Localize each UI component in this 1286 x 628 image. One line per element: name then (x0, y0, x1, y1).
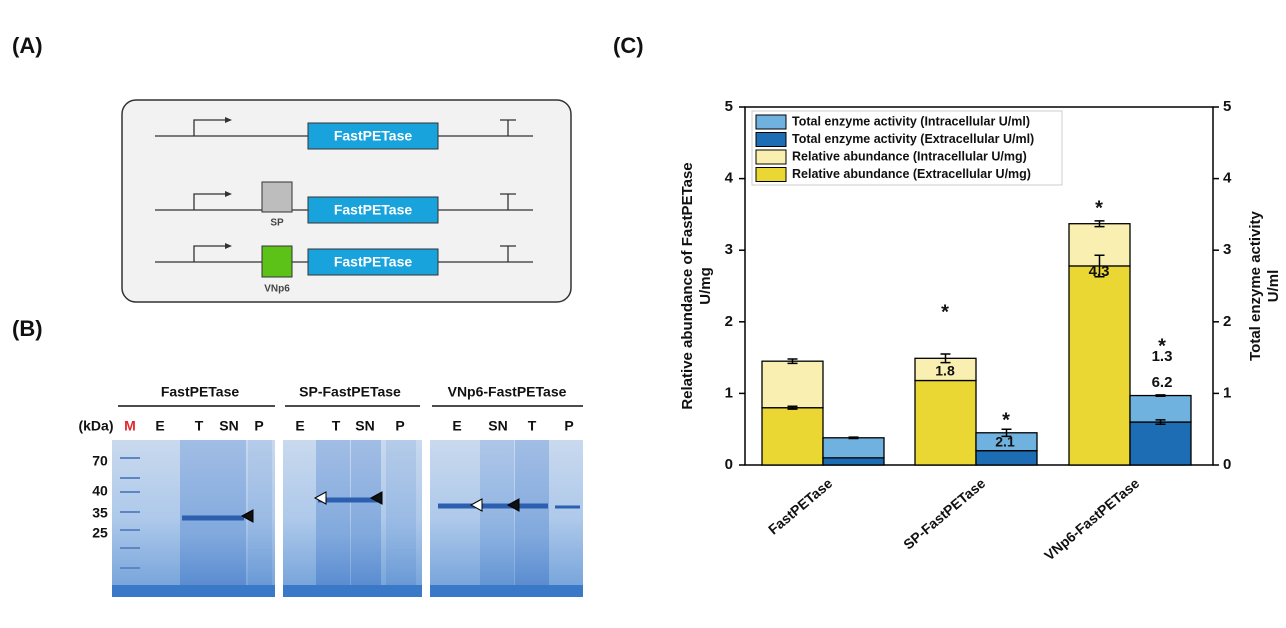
bar-segment (1129, 394, 1192, 423)
gel-title: VNp6-FastPETase (448, 384, 567, 400)
bar-segment (761, 360, 824, 409)
y-axis-label: U/mg (697, 267, 714, 305)
gene-box (307, 122, 439, 150)
annotation: 2.1 (995, 434, 1015, 450)
y2-tick-label: 1 (1223, 384, 1231, 401)
y-axis-label: Relative abundance of FastPETase (679, 162, 696, 409)
bar-segment (1129, 421, 1192, 466)
legend-label: Relative abundance (Extracellular U/mg) (792, 167, 1031, 181)
annotation: 1.8 (935, 363, 955, 379)
legend-swatch (755, 114, 787, 130)
error-bar (1155, 394, 1166, 398)
annotation: * (941, 301, 949, 323)
x-tick-label: VNp6-FastPETase (1041, 475, 1142, 564)
marker-label: 40 (92, 483, 108, 499)
error-bar (1094, 220, 1105, 228)
signal-box (261, 245, 293, 278)
annotation: 4.3 (1089, 263, 1110, 280)
bar-segment (1068, 265, 1131, 466)
gene-box (307, 248, 439, 276)
lane-label: E (295, 418, 304, 434)
legend-swatch (755, 132, 787, 147)
marker-label: 25 (92, 525, 108, 541)
panel-label: (B) (12, 316, 43, 341)
y-tick-label: 5 (725, 98, 733, 115)
marker-label: 35 (92, 505, 108, 521)
lane-label: T (195, 418, 204, 434)
signal-label: SP (270, 218, 284, 229)
legend-label: Total enzyme activity (Extracellular U/m… (792, 132, 1034, 146)
panel-label: (C) (613, 33, 644, 58)
lane-label: SN (488, 418, 507, 434)
legend-swatch (755, 167, 787, 182)
y-tick-label: 2 (725, 313, 733, 330)
bar-segment (761, 407, 824, 466)
lane-label: M (124, 418, 136, 434)
error-bar (1155, 419, 1166, 425)
gene-box (307, 196, 439, 224)
bar-segment (914, 379, 977, 466)
y2-axis-label: U/ml (1265, 270, 1282, 303)
annotation: * (1158, 335, 1166, 357)
signal-label: VNp6 (264, 284, 290, 295)
signal-box (261, 181, 293, 213)
lane-label: P (395, 418, 404, 434)
error-bar (787, 405, 798, 410)
legend-box (751, 110, 1063, 186)
annotation: 1.3 (1152, 348, 1173, 365)
y-tick-label: 4 (725, 170, 734, 187)
bar-segment (822, 437, 885, 459)
marker-label: 70 (92, 453, 108, 469)
gel-images (112, 440, 583, 597)
y2-tick-label: 5 (1223, 98, 1231, 115)
y2-axis-label: Total enzyme activity (1247, 210, 1264, 360)
error-bar (940, 353, 951, 364)
lane-label: P (564, 418, 573, 434)
x-tick-label: SP-FastPETase (900, 475, 988, 553)
lane-label: SN (219, 418, 238, 434)
gel-title: SP-FastPETase (299, 384, 401, 400)
gene-label: FastPETase (334, 128, 413, 144)
y-tick-label: 1 (725, 384, 733, 401)
annotation: 6.2 (1152, 374, 1173, 391)
annotation: * (1095, 197, 1103, 219)
lane-label: E (452, 418, 461, 434)
lane-label: T (528, 418, 537, 434)
legend-swatch (755, 149, 787, 165)
y-tick-label: 0 (725, 456, 733, 473)
y2-tick-label: 4 (1223, 170, 1232, 187)
unit-label: (kDa) (78, 418, 113, 434)
error-bar (1094, 254, 1105, 278)
y2-tick-label: 2 (1223, 313, 1231, 330)
promoter-arrowheads (225, 117, 232, 249)
gel-title: FastPETase (161, 384, 240, 400)
legend-label: Relative abundance (Intracellular U/mg) (792, 149, 1027, 163)
legend-label: Total enzyme activity (Intracellular U/m… (792, 114, 1030, 128)
bar-segment (975, 450, 1038, 466)
y2-tick-label: 0 (1223, 456, 1231, 473)
lane-label: P (254, 418, 263, 434)
lane-label: SN (355, 418, 374, 434)
error-bar (848, 436, 859, 440)
bar-segment (822, 457, 885, 466)
error-bar (787, 358, 798, 365)
lane-label: T (332, 418, 341, 434)
panel-label: (A) (12, 33, 43, 58)
x-tick-label: FastPETase (765, 475, 835, 538)
y-tick-label: 3 (725, 241, 733, 258)
gene-label: FastPETase (334, 202, 413, 218)
y2-tick-label: 3 (1223, 241, 1231, 258)
gene-label: FastPETase (334, 254, 413, 270)
error-bar (1001, 428, 1012, 438)
annotation: * (1002, 409, 1010, 431)
lane-label: E (155, 418, 164, 434)
gel-arrows (240, 491, 520, 523)
